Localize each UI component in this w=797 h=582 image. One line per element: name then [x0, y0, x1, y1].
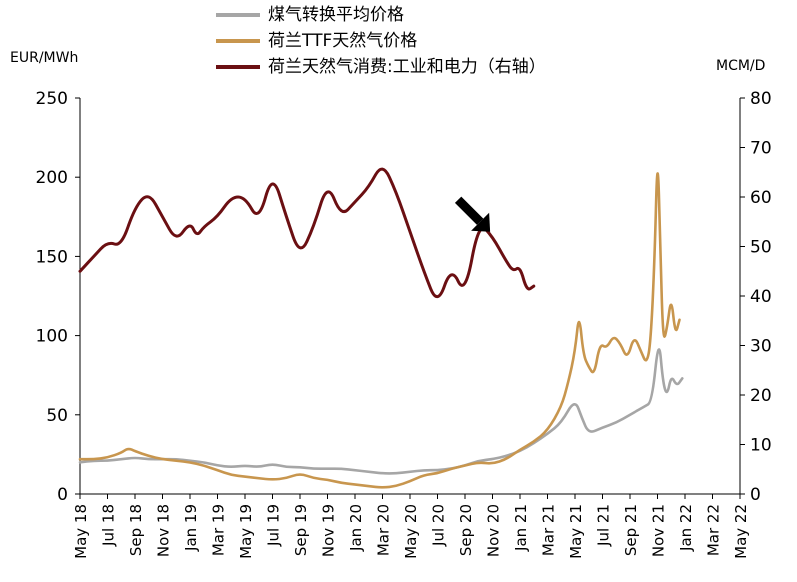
left-tick-label: 150 — [36, 247, 68, 267]
x-tick-label: Sep 21 — [622, 504, 640, 556]
right-axis-unit: MCM/D — [716, 58, 766, 74]
x-tick-label: Sep 20 — [457, 504, 475, 556]
legend-label-consumption: 荷兰天然气消费:工业和电力（右轴） — [268, 57, 546, 77]
x-tick-label: Jan 21 — [512, 504, 530, 552]
x-tick-label: Mar 21 — [540, 504, 558, 556]
left-tick-label: 100 — [36, 327, 68, 347]
x-tick-label: Jan 22 — [677, 504, 695, 552]
x-tick-label: Jan 19 — [182, 504, 200, 552]
legend-item-ttf: 荷兰TTF天然气价格 — [216, 28, 546, 54]
series-line-consumption — [78, 167, 536, 299]
x-tick-label: May 20 — [402, 504, 420, 559]
legend-swatch-ttf — [216, 39, 260, 43]
legend-item-coal-gas: 煤气转换平均价格 — [216, 2, 546, 28]
x-tick-label: Nov 20 — [485, 504, 503, 557]
series-layer — [78, 167, 684, 489]
right-tick-label: 50 — [750, 238, 772, 258]
right-tick-label: 70 — [750, 139, 772, 159]
x-tick-label: Sep 18 — [127, 504, 145, 556]
legend-label-ttf: 荷兰TTF天然气价格 — [268, 31, 418, 51]
right-tick-label: 20 — [750, 386, 772, 406]
legend-label-coal-gas: 煤气转换平均价格 — [268, 5, 404, 25]
annotation-arrow-head — [471, 212, 491, 232]
legend: 煤气转换平均价格 荷兰TTF天然气价格 荷兰天然气消费:工业和电力（右轴） — [216, 2, 546, 80]
x-tick-label: Jul 20 — [430, 504, 448, 547]
right-tick-label: 60 — [750, 188, 772, 208]
legend-swatch-consumption — [216, 65, 260, 69]
x-tick-label: Sep 19 — [292, 504, 310, 556]
ticks-layer: 0 50 100 150 200 250 0 10 20 30 40 50 60 70 80 May 18 Ju… — [36, 89, 772, 559]
right-tick-label: 30 — [750, 337, 772, 357]
legend-swatch-coal-gas — [216, 13, 260, 17]
x-tick-label: Jul 21 — [595, 504, 613, 547]
x-tick-label: Nov 18 — [155, 504, 173, 557]
right-tick-label: 0 — [750, 485, 761, 505]
x-tick-label: Nov 19 — [320, 504, 338, 557]
left-tick-label: 250 — [36, 89, 68, 109]
x-tick-label: Mar 20 — [375, 504, 393, 556]
left-tick-label: 50 — [46, 406, 68, 426]
x-tick-label: May 19 — [237, 504, 255, 559]
right-tick-label: 10 — [750, 436, 772, 456]
x-tick-label: May 22 — [732, 504, 750, 559]
x-tick-label: Jul 18 — [100, 504, 118, 547]
x-tick-label: May 21 — [567, 504, 585, 559]
left-tick-label: 0 — [57, 485, 68, 505]
axes — [79, 98, 741, 495]
annotation-arrow-shaft — [454, 196, 484, 225]
x-tick-label: Jul 19 — [265, 504, 283, 547]
x-tick-label: Mar 22 — [705, 504, 723, 556]
left-axis-unit: EUR/MWh — [10, 50, 79, 66]
x-tick-label: Nov 21 — [650, 504, 668, 557]
series-line-ttf — [78, 172, 681, 489]
series-line-coal-gas — [78, 348, 684, 475]
right-tick-label: 80 — [750, 89, 772, 109]
legend-item-consumption: 荷兰天然气消费:工业和电力（右轴） — [216, 54, 546, 80]
x-tick-label: Jan 20 — [347, 504, 365, 552]
x-tick-label: May 18 — [72, 504, 90, 559]
x-tick-label: Mar 19 — [210, 504, 228, 556]
left-tick-label: 200 — [36, 168, 68, 188]
right-tick-label: 40 — [750, 287, 772, 307]
